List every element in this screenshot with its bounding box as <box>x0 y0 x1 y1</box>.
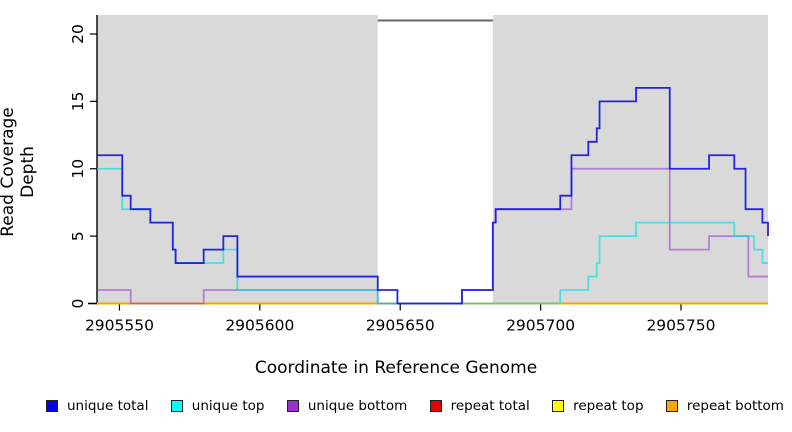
legend-item-unique-total: unique total <box>46 398 148 414</box>
legend-label: repeat total <box>450 398 530 414</box>
legend-item-unique-bottom: unique bottom <box>286 398 408 414</box>
series-unique-total <box>97 87 769 305</box>
legend-item-repeat-bottom: repeat bottom <box>665 398 784 414</box>
legend-item-unique-top: unique top <box>170 398 265 414</box>
legend-swatch-icon <box>552 400 565 412</box>
legend-item-repeat-total: repeat total <box>429 398 530 414</box>
x-tick-label: 2905550 <box>85 317 154 335</box>
legend-swatch-icon <box>665 400 678 412</box>
plot-area: 2905550 2905600 2905650 2905700 2905750 0 5 10 1… <box>69 15 769 335</box>
legend-swatch-icon <box>286 400 299 412</box>
legend-swatch-icon <box>170 400 183 412</box>
x-axis-title: Coordinate in Reference Genome <box>254 358 538 378</box>
legend-item-repeat-top: repeat top <box>552 398 644 414</box>
y-tick-label: 0 <box>69 299 87 309</box>
y-tick-label: 15 <box>69 92 87 112</box>
y-tick-label: 10 <box>69 159 87 179</box>
y-tick-label: 20 <box>69 24 87 44</box>
legend-label: unique top <box>191 398 265 414</box>
shaded-region-2 <box>492 15 768 304</box>
x-tick-label: 2905750 <box>646 317 715 335</box>
y-tick-label: 5 <box>69 231 87 241</box>
y-axis-title: Read Coverage Depth <box>0 107 38 237</box>
legend-label: unique total <box>67 398 149 414</box>
legend: unique total unique top unique bottom repea… <box>46 398 784 414</box>
legend-label: repeat bottom <box>686 398 784 414</box>
x-tick-label: 2905650 <box>366 317 435 335</box>
x-tick-label: 2905700 <box>506 317 575 335</box>
legend-label: repeat top <box>573 398 644 414</box>
x-tick-label: 2905600 <box>225 317 294 335</box>
legend-swatch-icon <box>429 400 442 412</box>
legend-swatch-icon <box>46 400 58 412</box>
legend-label: unique bottom <box>307 398 408 414</box>
